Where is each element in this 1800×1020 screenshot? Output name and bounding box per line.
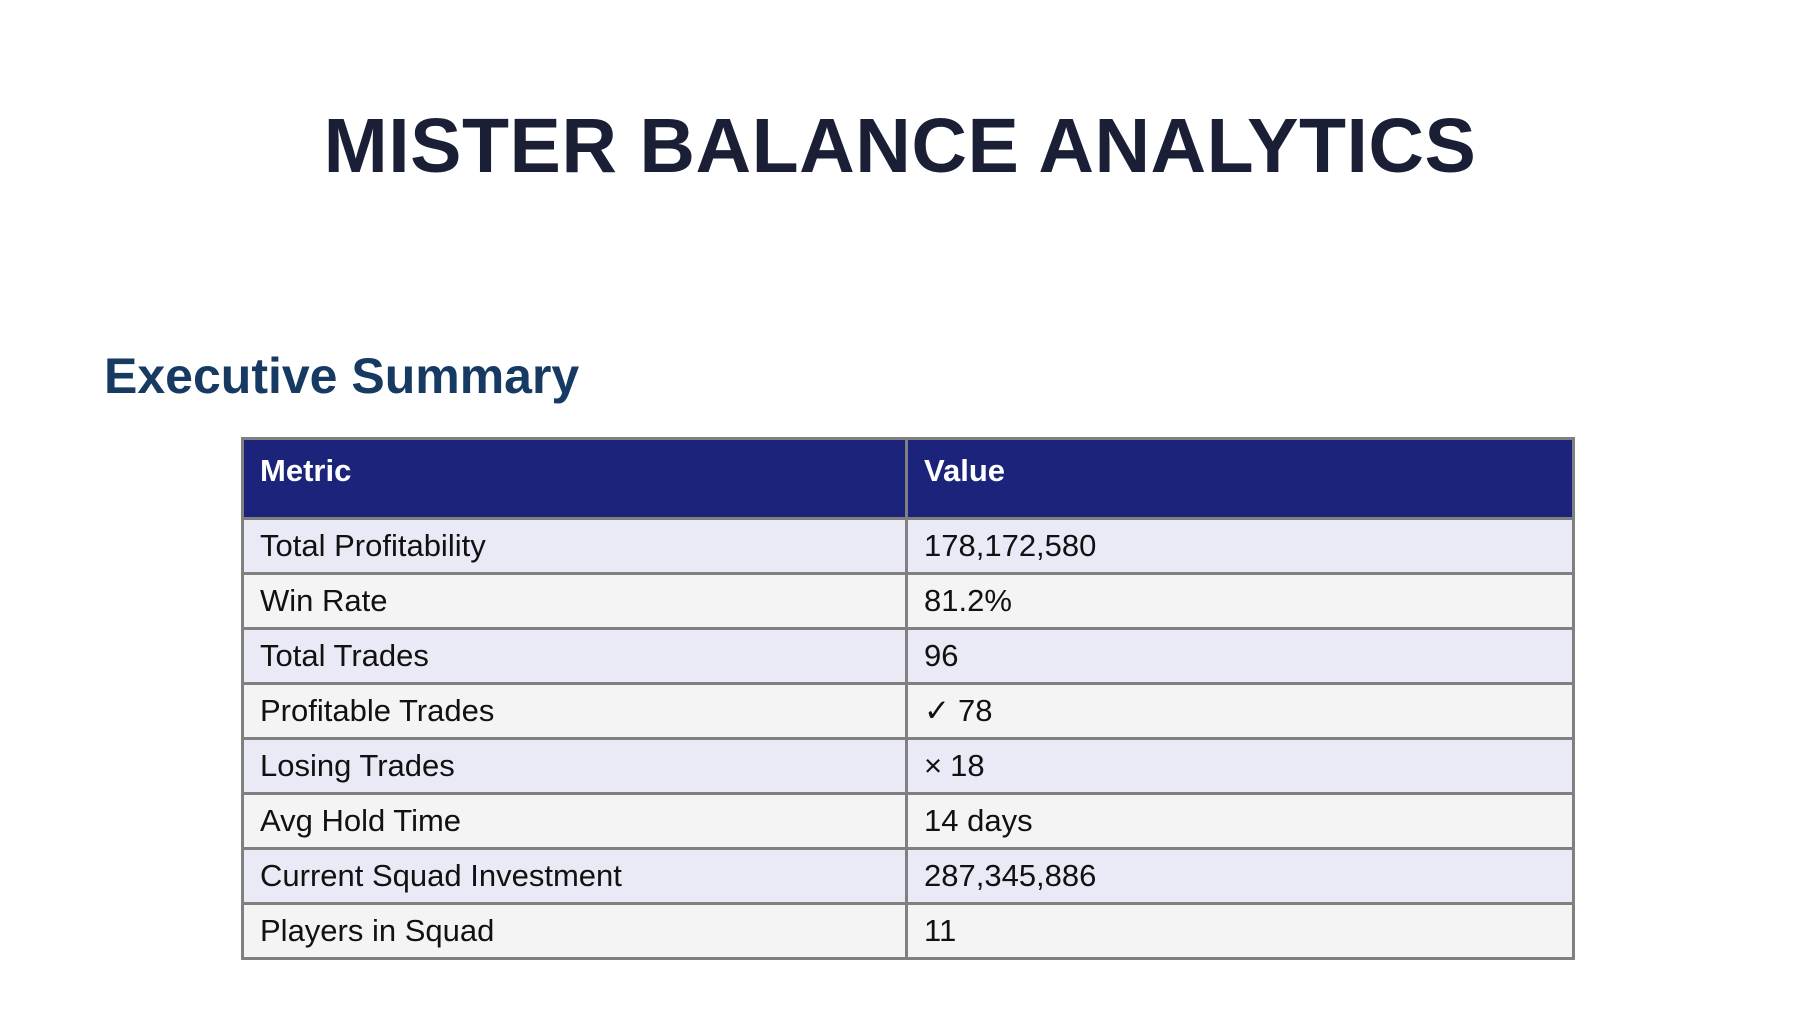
- metric-cell: Total Profitability: [241, 517, 908, 575]
- value-cell: 96: [905, 627, 1575, 685]
- value-text: 287,345,886: [924, 858, 1097, 893]
- metric-cell: Losing Trades: [241, 737, 908, 795]
- value-text: 81.2%: [924, 583, 1012, 618]
- table-row: Profitable Trades ✓ 78: [241, 682, 1575, 740]
- metric-cell: Avg Hold Time: [241, 792, 908, 850]
- value-cell: 81.2%: [905, 572, 1575, 630]
- table-row: Win Rate 81.2%: [241, 572, 1575, 630]
- table-header-row: Metric Value: [241, 437, 1575, 520]
- column-header-value: Value: [905, 437, 1575, 520]
- report-title: MISTER BALANCE ANALYTICS: [323, 103, 1477, 189]
- metric-cell: Total Trades: [241, 627, 908, 685]
- metric-cell: Win Rate: [241, 572, 908, 630]
- value-cell: 287,345,886: [905, 847, 1575, 905]
- value-cell: 14 days: [905, 792, 1575, 850]
- section-heading: Executive Summary: [104, 348, 580, 404]
- value-text: 178,172,580: [924, 528, 1097, 563]
- value-text: 96: [924, 638, 959, 673]
- table-row: Players in Squad 11: [241, 902, 1575, 960]
- cross-icon: ×: [924, 748, 943, 783]
- metric-cell: Players in Squad: [241, 902, 908, 960]
- metric-cell: Current Squad Investment: [241, 847, 908, 905]
- metric-cell: Profitable Trades: [241, 682, 908, 740]
- value-cell: 178,172,580: [905, 517, 1575, 575]
- table-row: Losing Trades × 18: [241, 737, 1575, 795]
- value-text: 78: [957, 693, 993, 728]
- table-row: Avg Hold Time 14 days: [241, 792, 1575, 850]
- value-cell: ✓ 78: [905, 682, 1575, 740]
- value-text: 11: [924, 913, 957, 948]
- checkmark-icon: ✓: [924, 693, 950, 728]
- table-row: Total Profitability 178,172,580: [241, 517, 1575, 575]
- table-row: Total Trades 96: [241, 627, 1575, 685]
- value-text: 14 days: [924, 803, 1033, 838]
- executive-summary-table: Metric Value Total Profitability 178,172…: [241, 437, 1575, 960]
- value-text: 18: [950, 748, 985, 783]
- value-cell: 11: [905, 902, 1575, 960]
- table-row: Current Squad Investment 287,345,886: [241, 847, 1575, 905]
- column-header-metric: Metric: [241, 437, 908, 520]
- value-cell: × 18: [905, 737, 1575, 795]
